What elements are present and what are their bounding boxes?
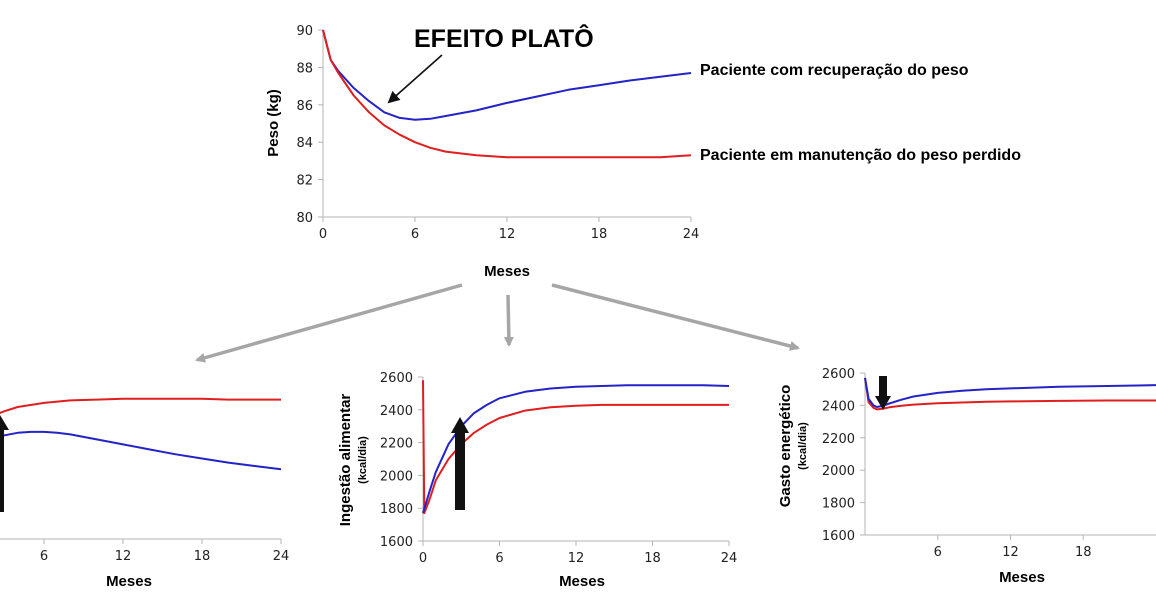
top-x-tick-label: 24 [683,227,700,242]
connector-arrow-left [195,283,463,363]
pointer-arrow-right [875,376,891,410]
right-chart: 6 12 18 1600 1800 2000 2200 2400 2600 Meses Gasto … [777,367,1156,586]
top-y-tick-label: 90 [296,24,313,39]
middle-x-tick-label: 6 [495,551,503,566]
right-y-axis-title: Gasto energético [777,385,794,508]
top-x-tick-label: 0 [319,227,327,242]
middle-x-tick-label: 12 [568,551,585,566]
top-x-tick-label: 6 [411,227,419,242]
right-series-line-blue [864,377,1156,408]
series-label-red: Paciente em manutenção do peso perdido [700,147,1021,164]
right-x-axis-title: Meses [999,569,1045,586]
top-y-tick-label: 80 [296,211,313,226]
right-series-line-red [864,377,1156,411]
top-x-tick-label: 18 [591,227,608,242]
middle-y-axis-unit: (kcal/dia) [357,436,369,484]
right-y-tick-label: 2000 [822,464,855,479]
right-y-axis-unit: (kcal/dia) [797,422,809,470]
right-y-tick-label: 1800 [822,497,855,512]
middle-y-tick-label: 2400 [380,404,413,419]
middle-y-tick-label: 2200 [380,437,413,452]
top-y-axis-title: Peso (kg) [265,89,282,157]
top-y-tick-label: 84 [296,136,313,151]
top-chart: 0 6 12 18 24 80 82 84 86 88 90 Meses Peso (kg) [265,24,699,280]
right-y-tick-label: 2600 [822,367,855,382]
top-x-axis-title: Meses [484,263,530,280]
top-x-tick-label: 12 [499,227,516,242]
middle-x-axis-title: Meses [559,573,605,590]
middle-chart: 0 6 12 18 24 1600 1800 2000 2200 2400 2600 Meses Ing… [337,371,737,590]
left-x-tick-label: 18 [194,549,211,564]
middle-y-tick-label: 2600 [380,371,413,386]
right-y-tick-label: 1600 [822,529,855,544]
top-y-tick-label: 88 [296,61,313,76]
middle-series-line-blue [422,384,730,514]
right-y-tick-label: 2200 [822,432,855,447]
pointer-arrow-middle [451,417,469,510]
series-label-blue: Paciente com recuperação do peso [700,62,969,79]
top-y-tick-label: 86 [296,99,313,114]
left-chart: 6 12 18 24 Meses [0,397,290,590]
left-x-tick-label: 6 [40,549,48,564]
annotation-text: EFEITO PLATÔ [414,23,594,53]
connector-arrow-right [551,283,800,351]
right-y-tick-label: 2400 [822,399,855,414]
left-series-line-red [0,397,281,414]
left-x-axis-title: Meses [106,573,152,590]
top-y-tick-label: 82 [296,174,313,189]
right-x-tick-label: 6 [934,545,942,560]
middle-y-tick-label: 1800 [380,502,413,517]
top-series-line-red [322,29,692,159]
annotation-arrow [387,54,443,104]
left-series-line-blue [0,430,282,471]
left-x-tick-label: 24 [273,549,290,564]
middle-x-tick-label: 0 [419,551,427,566]
middle-x-tick-label: 24 [721,551,738,566]
right-x-tick-label: 12 [1002,545,1019,560]
middle-series-line-red [422,380,729,515]
middle-y-tick-label: 1600 [380,535,413,550]
pointer-arrow-left [0,415,9,512]
left-x-tick-label: 12 [115,549,132,564]
middle-y-tick-label: 2000 [380,469,413,484]
right-x-tick-label: 18 [1075,545,1092,560]
connector-arrow-middle [503,294,514,347]
top-series-line-blue [322,29,692,121]
middle-y-axis-title: Ingestão alimentar [337,394,354,527]
middle-x-tick-label: 18 [644,551,661,566]
